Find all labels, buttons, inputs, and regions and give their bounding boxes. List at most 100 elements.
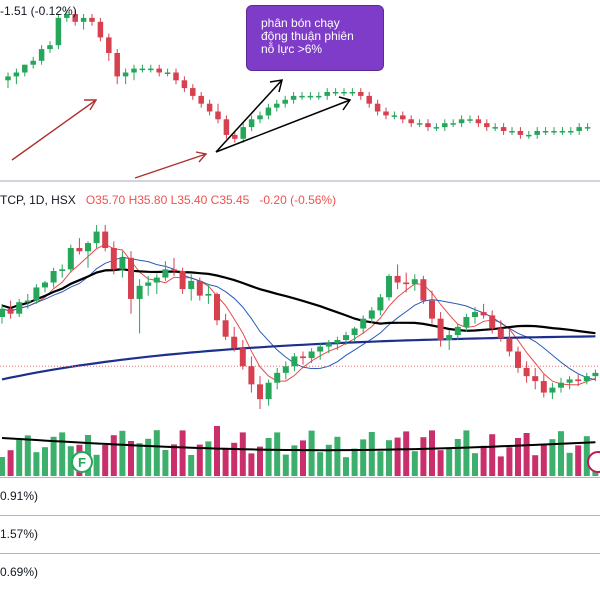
top-candle (526, 134, 532, 137)
main-candle (368, 310, 375, 319)
top-candle (391, 115, 398, 117)
annotation-line-2: động thuận phiên (261, 29, 354, 43)
main-candle (171, 269, 177, 271)
red-arrow-line-1 (11, 99, 97, 161)
volume-bar (532, 455, 539, 476)
main-candle (33, 287, 40, 301)
change-value: -0.20 (-0.56%) (259, 193, 337, 207)
main-candle (429, 300, 435, 319)
volume-bar (480, 445, 487, 476)
sub-pane-3[interactable]: 0.69%) (0, 553, 600, 591)
top-candle (341, 92, 347, 94)
main-price-chart[interactable]: F (0, 182, 600, 476)
main-chart-pane[interactable]: F TCP, 1D, HSX O35.70 H35.80 L35.40 C35.… (0, 182, 600, 476)
red-arrow-head-1 (84, 99, 98, 111)
top-candle (316, 95, 322, 98)
top-candle (374, 103, 381, 112)
sub-pane-1[interactable]: 0.91%) (0, 477, 600, 515)
main-candle (196, 280, 203, 296)
volume-bar (523, 433, 530, 476)
main-candle (50, 271, 57, 283)
main-candle (257, 384, 263, 400)
volume-bar (489, 434, 496, 476)
main-candle (343, 335, 349, 340)
volume-bar (343, 457, 349, 476)
top-candle (408, 119, 414, 124)
volume-bar (429, 430, 435, 476)
volume-bar (566, 452, 573, 476)
top-candle (584, 127, 591, 129)
top-candle (181, 80, 188, 89)
main-candle (472, 312, 478, 317)
event-marker-circle-right (587, 451, 600, 473)
open-value: O35.70 (85, 193, 126, 207)
black-arrow-line-2 (215, 99, 351, 153)
top-candle (484, 123, 490, 128)
top-candle (366, 95, 372, 104)
main-candle (179, 271, 186, 290)
main-candle (93, 231, 100, 244)
volume-bar (351, 448, 358, 476)
main-candle (360, 318, 367, 329)
top-candle (47, 45, 53, 50)
main-candle (411, 279, 418, 285)
event-marker-label: F (78, 455, 86, 470)
volume-bar (239, 432, 246, 476)
top-candle (232, 134, 238, 139)
ma-black-line (1, 267, 596, 335)
top-candle (517, 131, 524, 135)
main-candle (282, 366, 289, 373)
volume-bar (300, 440, 306, 476)
main-candle (317, 346, 324, 352)
top-candle (248, 119, 255, 128)
volume-bar (16, 439, 23, 476)
top-candle (442, 123, 448, 128)
volume-bar (110, 435, 117, 476)
top-price-chart[interactable] (0, 0, 600, 180)
main-candle (420, 279, 427, 301)
top-candle (55, 17, 62, 46)
main-candle (59, 269, 66, 271)
top-candle (80, 17, 87, 22)
black-arrow-head-2 (338, 96, 352, 111)
top-candle (534, 131, 540, 135)
volume-bar (325, 444, 332, 476)
main-candle (325, 343, 332, 347)
volume-bar (102, 445, 109, 476)
top-candle (416, 123, 423, 125)
volume-bar (188, 455, 195, 476)
close-value: C35.45 (210, 193, 250, 207)
top-candle (400, 115, 406, 120)
top-candle (282, 99, 288, 104)
main-candle (437, 318, 444, 340)
top-candle (299, 95, 305, 98)
volume-bar (558, 431, 564, 476)
main-candle (153, 277, 160, 283)
annotation-note[interactable]: phân bón chạy động thuận phiên nỗ lực >6… (246, 5, 384, 71)
black-arrow-head-1 (269, 79, 284, 93)
volume-bar (377, 451, 384, 476)
volume-bar (463, 430, 470, 476)
main-candle (102, 231, 109, 248)
top-candle (5, 76, 11, 81)
main-candle (592, 372, 599, 377)
main-candle (334, 340, 341, 344)
volume-bar (515, 438, 521, 476)
top-candle (198, 95, 204, 104)
volume-bar (24, 435, 31, 476)
main-candle (463, 317, 470, 327)
top-candle (290, 95, 297, 100)
top-candle (89, 17, 95, 22)
volume-bar (446, 448, 453, 476)
main-candle (575, 379, 582, 382)
sub-pane-2[interactable]: 1.57%) (0, 515, 600, 553)
volume-bar (50, 436, 57, 476)
top-chart-pane[interactable]: -1.51 (-0.12%) phân bón chạy động thuận … (0, 0, 600, 180)
top-candle (30, 60, 36, 65)
pane-separator[interactable] (0, 180, 600, 182)
top-candle (114, 53, 120, 77)
volume-bar (145, 438, 152, 476)
volume-bar (162, 450, 169, 476)
volume-bar (411, 451, 418, 476)
volume-bar (33, 452, 40, 476)
